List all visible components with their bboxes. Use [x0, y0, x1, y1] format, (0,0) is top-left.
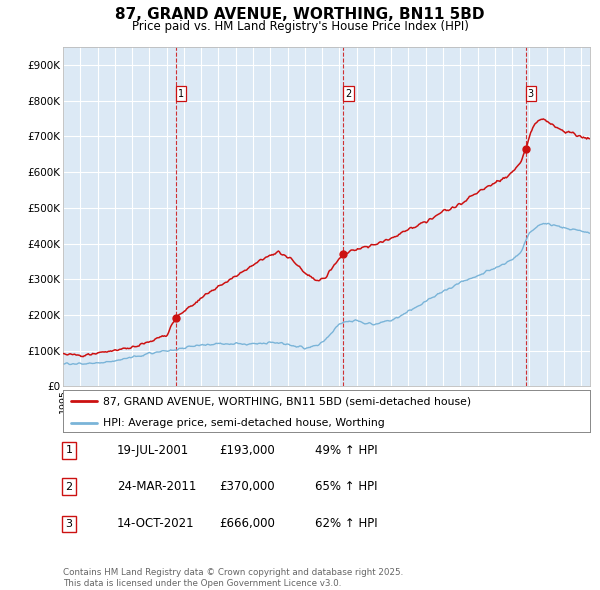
Text: 87, GRAND AVENUE, WORTHING, BN11 5BD (semi-detached house): 87, GRAND AVENUE, WORTHING, BN11 5BD (se…	[103, 396, 470, 407]
Text: 1: 1	[178, 88, 184, 99]
Text: £666,000: £666,000	[219, 517, 275, 530]
Text: 87, GRAND AVENUE, WORTHING, BN11 5BD: 87, GRAND AVENUE, WORTHING, BN11 5BD	[115, 7, 485, 22]
Text: 24-MAR-2011: 24-MAR-2011	[117, 480, 196, 493]
Text: 65% ↑ HPI: 65% ↑ HPI	[315, 480, 377, 493]
Text: Price paid vs. HM Land Registry's House Price Index (HPI): Price paid vs. HM Land Registry's House …	[131, 20, 469, 33]
Text: 14-OCT-2021: 14-OCT-2021	[117, 517, 194, 530]
Text: £193,000: £193,000	[219, 444, 275, 457]
Text: 3: 3	[65, 519, 73, 529]
Text: 2: 2	[65, 482, 73, 491]
Text: £370,000: £370,000	[219, 480, 275, 493]
Text: 3: 3	[528, 88, 534, 99]
Text: 19-JUL-2001: 19-JUL-2001	[117, 444, 189, 457]
Text: Contains HM Land Registry data © Crown copyright and database right 2025.
This d: Contains HM Land Registry data © Crown c…	[63, 568, 403, 588]
Text: 2: 2	[346, 88, 352, 99]
Text: 1: 1	[65, 445, 73, 455]
Text: 62% ↑ HPI: 62% ↑ HPI	[315, 517, 377, 530]
Text: 49% ↑ HPI: 49% ↑ HPI	[315, 444, 377, 457]
Text: HPI: Average price, semi-detached house, Worthing: HPI: Average price, semi-detached house,…	[103, 418, 384, 428]
